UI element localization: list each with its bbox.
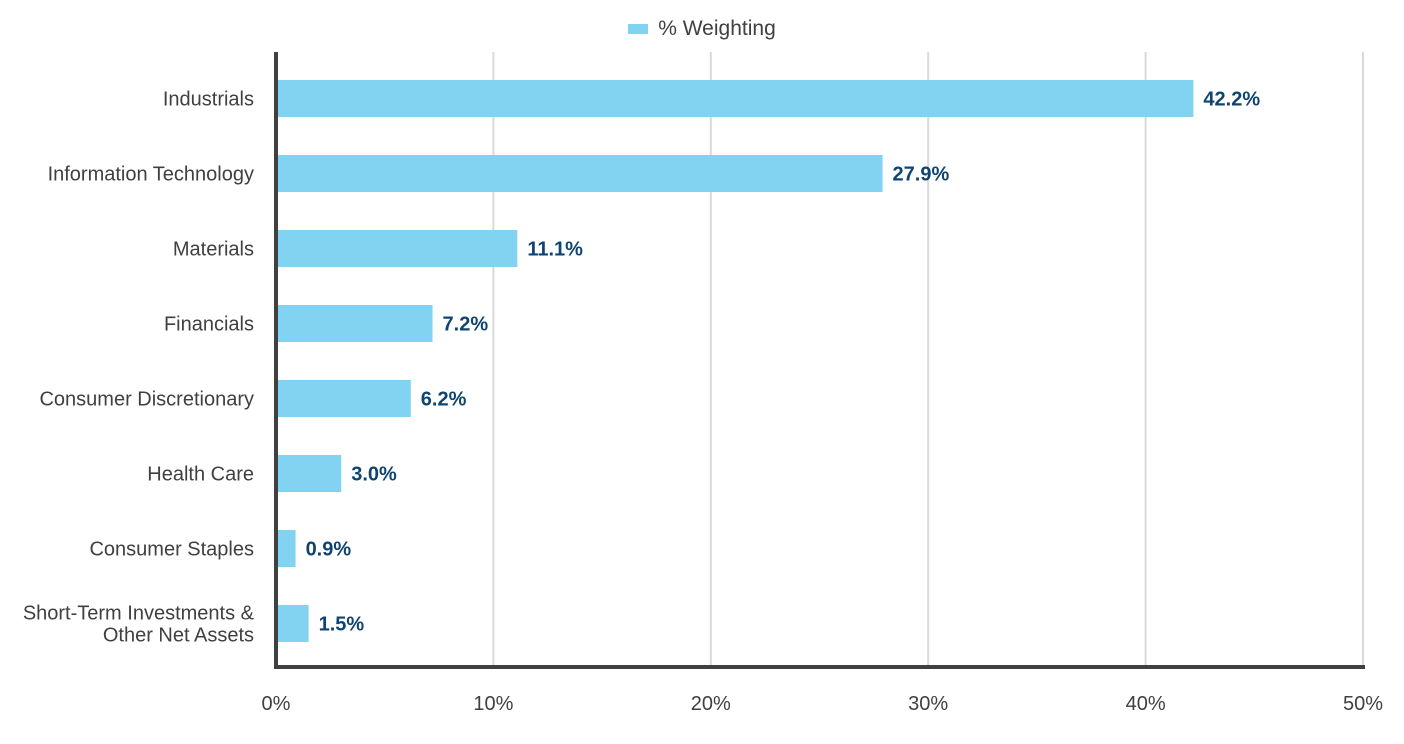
bar	[276, 305, 433, 342]
data-label: 3.0%	[351, 464, 397, 486]
legend: % Weighting	[0, 14, 1404, 44]
category-label: Short-Term Investments & Other Net Assets	[23, 603, 255, 647]
category-label: Industrials	[163, 89, 254, 111]
x-tick-label: 0%	[262, 693, 291, 715]
category-label: Financials	[164, 314, 254, 336]
x-tick-label: 30%	[908, 693, 948, 715]
data-label: 11.1%	[527, 239, 583, 261]
bar	[276, 380, 411, 417]
category-label-line: Materials	[173, 239, 254, 261]
category-label-line: Other Net Assets	[103, 625, 254, 647]
category-label: Health Care	[147, 464, 254, 486]
data-label: 27.9%	[893, 164, 950, 186]
x-tick-label: 10%	[473, 693, 513, 715]
category-label: Information Technology	[48, 164, 254, 186]
x-tick-label: 40%	[1126, 693, 1166, 715]
bar	[276, 605, 309, 642]
data-label: 1.5%	[319, 614, 365, 636]
data-label: 0.9%	[306, 539, 352, 561]
bar	[276, 530, 296, 567]
x-tick-label: 50%	[1343, 693, 1383, 715]
legend-item: % Weighting	[628, 17, 776, 41]
bar	[276, 155, 883, 192]
category-label-line: Industrials	[163, 89, 254, 111]
category-label: Consumer Discretionary	[39, 389, 254, 411]
category-label: Materials	[173, 239, 254, 261]
category-label-line: Consumer Staples	[89, 539, 254, 561]
category-label-line: Short-Term Investments &	[23, 603, 255, 625]
legend-label: % Weighting	[658, 17, 776, 40]
bar	[276, 80, 1194, 117]
bar	[276, 230, 518, 267]
category-label: Consumer Staples	[89, 539, 254, 561]
data-label: 6.2%	[421, 389, 467, 411]
bar	[276, 455, 342, 492]
category-label-line: Health Care	[147, 464, 254, 486]
legend-swatch	[628, 24, 649, 34]
data-label: 7.2%	[443, 314, 489, 336]
category-label-line: Financials	[164, 314, 254, 336]
category-label-line: Consumer Discretionary	[39, 389, 254, 411]
category-label-line: Information Technology	[48, 164, 254, 186]
data-label: 42.2%	[1203, 89, 1260, 111]
x-tick-label: 20%	[691, 693, 731, 715]
